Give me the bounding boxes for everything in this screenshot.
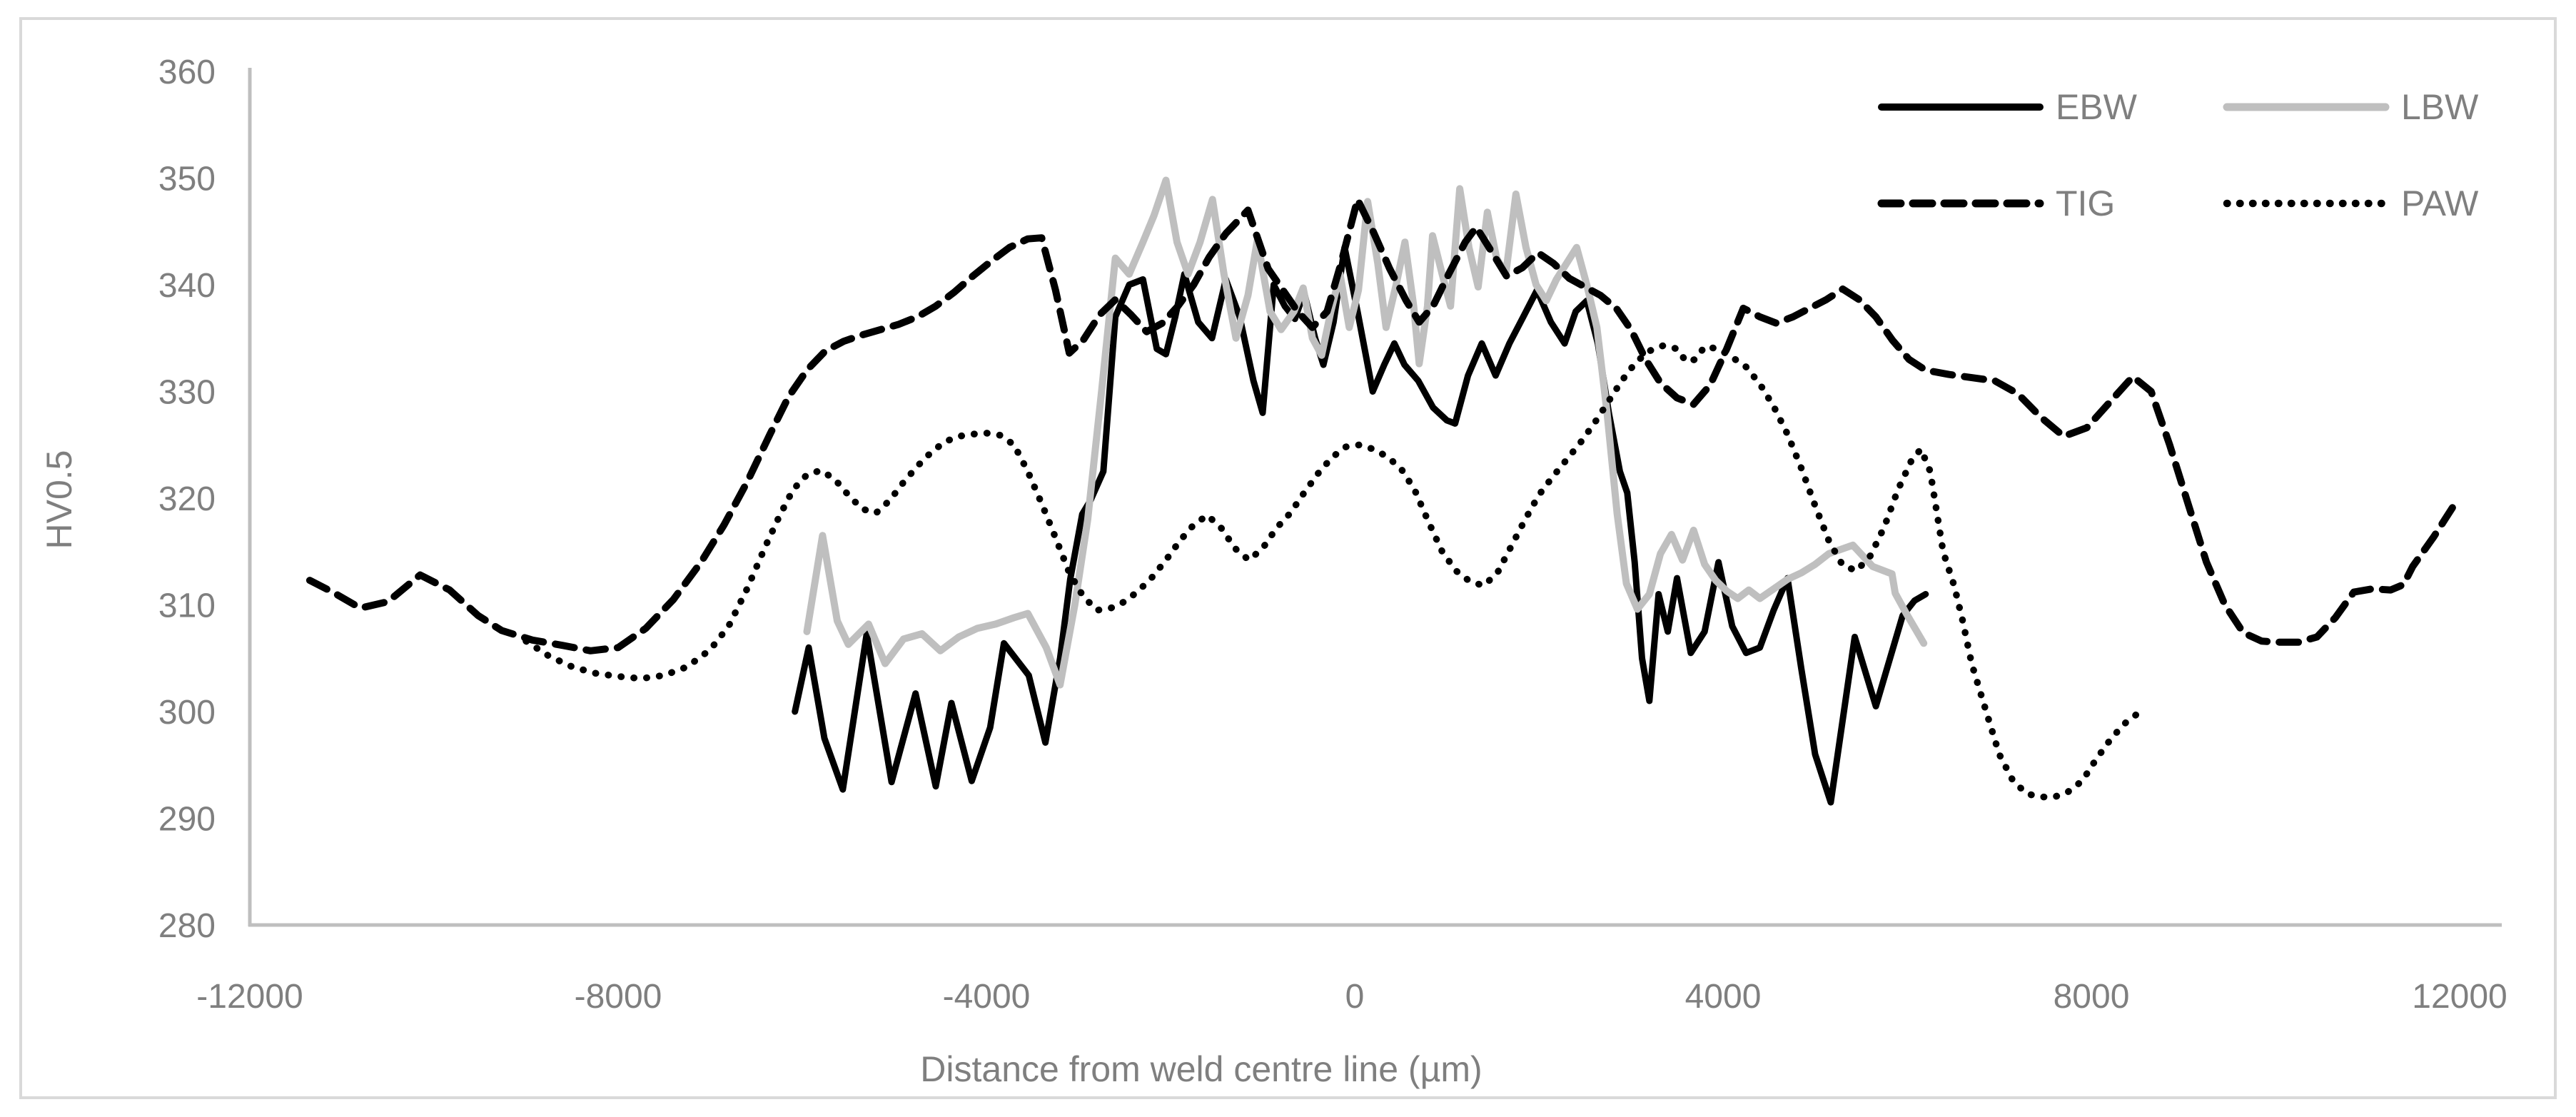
y-axis-tick-labels: 360 350 340 330 320 310 300 290 280: [158, 54, 216, 945]
legend-item-lbw: LBW: [2223, 87, 2479, 127]
x-tick-label: 8000: [2054, 978, 2130, 1016]
legend-item-paw: PAW: [2223, 183, 2479, 223]
y-tick-label: 340: [158, 267, 216, 305]
y-tick-label: 330: [158, 374, 216, 412]
y-tick-label: 300: [158, 694, 216, 732]
y-tick-label: 280: [158, 907, 216, 945]
series-line-paw: [522, 342, 2148, 801]
legend-item-ebw: EBW: [1878, 87, 2138, 127]
y-tick-label: 360: [158, 54, 216, 91]
plot-series: [305, 176, 2459, 806]
legend-item-tig: TIG: [1877, 183, 2115, 223]
chart-frame: [19, 17, 2557, 1099]
legend-label-tig: TIG: [2056, 183, 2115, 223]
x-axis-title: Distance from weld centre line (µm): [920, 1049, 1482, 1089]
x-axis-tick-labels: -12000 -8000 -4000 0 4000 8000 12000: [196, 978, 2507, 1016]
x-tick-label: -12000: [196, 978, 303, 1016]
x-tick-label: 4000: [1685, 978, 1762, 1016]
x-tick-label: -4000: [943, 978, 1031, 1016]
x-tick-label: 0: [1345, 978, 1365, 1016]
legend: EBW LBW TIG PAW: [1877, 87, 2479, 223]
x-tick-label: -8000: [575, 978, 662, 1016]
series-line-ebw: [792, 244, 1929, 806]
series-line-tig: [305, 196, 2459, 654]
y-tick-label: 290: [158, 801, 216, 839]
y-axis-title: HV0.5: [39, 450, 79, 550]
y-tick-label: 320: [158, 480, 216, 518]
y-tick-label: 310: [158, 587, 216, 625]
y-tick-label: 350: [158, 161, 216, 198]
series-line-lbw: [803, 176, 1928, 689]
x-tick-label: 12000: [2412, 978, 2507, 1016]
legend-label-paw: PAW: [2401, 183, 2479, 223]
legend-label-ebw: EBW: [2056, 87, 2138, 127]
legend-label-lbw: LBW: [2401, 87, 2479, 127]
